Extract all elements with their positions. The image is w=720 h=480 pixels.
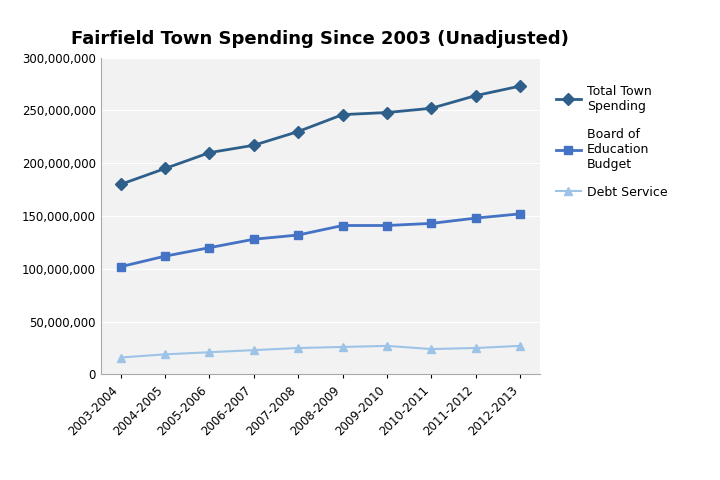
Board of
Education
Budget — [427, 220, 436, 226]
Debt Service — [382, 343, 391, 349]
Board of
Education
Budget — [294, 232, 302, 238]
Debt Service — [427, 346, 436, 352]
Debt Service — [205, 349, 214, 355]
Board of
Education
Budget — [516, 211, 524, 217]
Line: Total Town
Spending: Total Town Spending — [117, 82, 524, 189]
Total Town
Spending — [338, 112, 347, 118]
Total Town
Spending — [205, 150, 214, 156]
Board of
Education
Budget — [338, 223, 347, 228]
Debt Service — [117, 355, 125, 360]
Board of
Education
Budget — [205, 245, 214, 251]
Title: Fairfield Town Spending Since 2003 (Unadjusted): Fairfield Town Spending Since 2003 (Unad… — [71, 30, 570, 48]
Total Town
Spending — [382, 109, 391, 115]
Line: Board of
Education
Budget: Board of Education Budget — [117, 210, 524, 271]
Debt Service — [338, 344, 347, 350]
Board of
Education
Budget — [161, 253, 169, 259]
Board of
Education
Budget — [250, 236, 258, 242]
Total Town
Spending — [117, 181, 125, 187]
Board of
Education
Budget — [472, 215, 480, 221]
Total Town
Spending — [427, 106, 436, 111]
Total Town
Spending — [161, 166, 169, 171]
Board of
Education
Budget — [382, 223, 391, 228]
Debt Service — [161, 351, 169, 357]
Board of
Education
Budget — [117, 264, 125, 270]
Total Town
Spending — [294, 129, 302, 134]
Debt Service — [250, 347, 258, 353]
Debt Service — [472, 345, 480, 351]
Total Town
Spending — [250, 143, 258, 148]
Total Town
Spending — [516, 83, 524, 89]
Debt Service — [516, 343, 524, 349]
Legend: Total Town
Spending, Board of
Education
Budget, Debt Service: Total Town Spending, Board of Education … — [551, 80, 672, 204]
Total Town
Spending — [472, 93, 480, 98]
Line: Debt Service: Debt Service — [117, 342, 524, 361]
Debt Service — [294, 345, 302, 351]
